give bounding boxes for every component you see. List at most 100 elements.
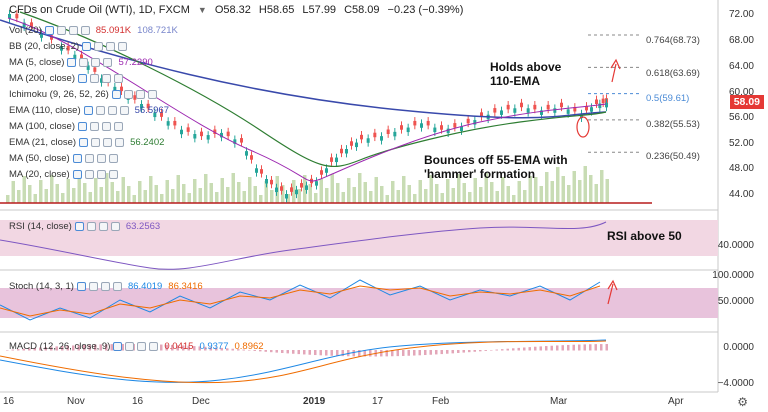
more-icon[interactable] (108, 153, 118, 163)
more-icon[interactable] (108, 169, 118, 179)
more-icon[interactable] (118, 41, 128, 51)
volume-bar (55, 184, 59, 203)
settings-icon[interactable] (90, 121, 99, 131)
volume-bar (171, 189, 175, 203)
more-icon[interactable] (147, 89, 157, 99)
rsi-label[interactable]: RSI (14, close) (9, 220, 72, 232)
eye-icon[interactable] (76, 281, 86, 291)
settings-icon[interactable] (90, 73, 99, 83)
settings-icon[interactable] (94, 41, 104, 51)
settings-icon[interactable] (86, 221, 96, 231)
close-icon[interactable] (103, 137, 113, 147)
more-icon[interactable] (149, 341, 159, 351)
close-icon[interactable] (96, 153, 106, 163)
volume-bar (347, 178, 351, 203)
close-icon[interactable] (91, 57, 101, 67)
more-icon[interactable] (80, 25, 90, 35)
more-icon[interactable] (103, 57, 113, 67)
settings-icon[interactable] (79, 57, 89, 67)
macd-histogram-bar (435, 350, 438, 355)
close-icon[interactable] (100, 281, 110, 291)
macd-histogram-bar (490, 349, 493, 351)
macd-histogram-bar (39, 347, 42, 351)
eye-icon[interactable] (113, 341, 123, 351)
more-icon[interactable] (114, 73, 123, 83)
indicator-row[interactable]: Vol (20) 85.091K 108.721K (9, 23, 178, 37)
macd-histogram-bar (512, 348, 515, 351)
more-icon[interactable] (112, 281, 122, 291)
settings-icon[interactable] (84, 153, 94, 163)
volume-bar (160, 194, 164, 203)
eye-icon[interactable] (44, 25, 54, 35)
settings-icon[interactable] (56, 25, 66, 35)
candle-body (255, 168, 258, 173)
indicator-row[interactable]: MA (100, close) (9, 119, 123, 133)
settings-icon[interactable] (125, 341, 135, 351)
stoch-label[interactable]: Stoch (14, 3, 1) (9, 280, 74, 292)
candle-body (340, 148, 343, 154)
gear-icon[interactable]: ⚙ (737, 395, 748, 409)
time-tick: Nov (67, 396, 85, 407)
more-icon[interactable] (119, 105, 129, 115)
eye-icon[interactable] (72, 169, 82, 179)
close-icon[interactable] (96, 169, 106, 179)
settings-icon[interactable] (88, 281, 98, 291)
indicator-row[interactable]: MA (5, close) 57.2290 (9, 55, 153, 69)
indicator-row[interactable]: Ichimoku (9, 26, 52, 26) (9, 87, 157, 101)
macd-histogram-bar (160, 344, 163, 351)
settings-icon[interactable] (84, 169, 94, 179)
more-icon[interactable] (110, 221, 120, 231)
close-icon[interactable] (106, 41, 116, 51)
macd-label[interactable]: MACD (12, 26, close, 9) (9, 340, 111, 352)
volume-bar (484, 173, 488, 203)
more-icon[interactable] (115, 137, 125, 147)
eye-icon[interactable] (78, 73, 87, 83)
close-icon[interactable] (137, 341, 147, 351)
volume-bar (534, 177, 538, 203)
close-icon[interactable] (102, 121, 111, 131)
volume-bar (209, 183, 213, 203)
volume-bar (468, 192, 472, 203)
eye-icon[interactable] (72, 153, 82, 163)
macd-histogram-bar (88, 344, 91, 351)
candle-body (533, 104, 537, 110)
stoch-legend: Stoch (14, 3, 1) 86.4019 86.3416 (9, 279, 203, 293)
eye-icon[interactable] (67, 57, 77, 67)
macd-histogram-bar (418, 350, 421, 356)
settings-icon[interactable] (95, 105, 105, 115)
macd-histogram-bar (462, 350, 465, 353)
eye-icon[interactable] (78, 121, 87, 131)
macd-histogram-bar (72, 345, 75, 351)
volume-bar (517, 181, 521, 203)
settings-icon[interactable] (91, 137, 101, 147)
candle-body (506, 104, 510, 110)
indicator-row[interactable]: EMA (21, close) 56.2402 (9, 135, 164, 149)
more-icon[interactable] (114, 121, 123, 131)
volume-bar (605, 179, 609, 203)
chevron-down-icon[interactable]: ▼ (197, 5, 207, 15)
volume-bar (440, 193, 444, 203)
close-icon[interactable] (98, 221, 108, 231)
close-icon[interactable] (135, 89, 145, 99)
eye-icon[interactable] (79, 137, 89, 147)
close-icon[interactable] (107, 105, 117, 115)
volume-bar (363, 182, 367, 203)
settings-icon[interactable] (123, 89, 133, 99)
eye-icon[interactable] (111, 89, 121, 99)
indicator-row[interactable]: EMA (110, close) 56.5967 (9, 103, 169, 117)
symbol-title[interactable]: CFDs on Crude Oil (WTI), 1D, FXCM (9, 4, 190, 16)
eye-icon[interactable] (83, 105, 93, 115)
price-tick: 72.00 (728, 9, 754, 20)
close-icon[interactable] (102, 73, 111, 83)
macd-histogram-bar (352, 350, 355, 357)
indicator-row[interactable]: MA (50, close) (9, 151, 118, 165)
price-tick: 52.00 (728, 138, 754, 149)
indicator-row[interactable]: MA (20, close) (9, 167, 118, 181)
indicator-row[interactable]: MA (200, close) (9, 71, 123, 85)
indicator-row[interactable]: BB (20, close, 2) (9, 39, 128, 53)
eye-icon[interactable] (74, 221, 84, 231)
eye-icon[interactable] (82, 41, 92, 51)
volume-bar (424, 189, 428, 203)
candle-body (500, 110, 503, 115)
close-icon[interactable] (68, 25, 78, 35)
